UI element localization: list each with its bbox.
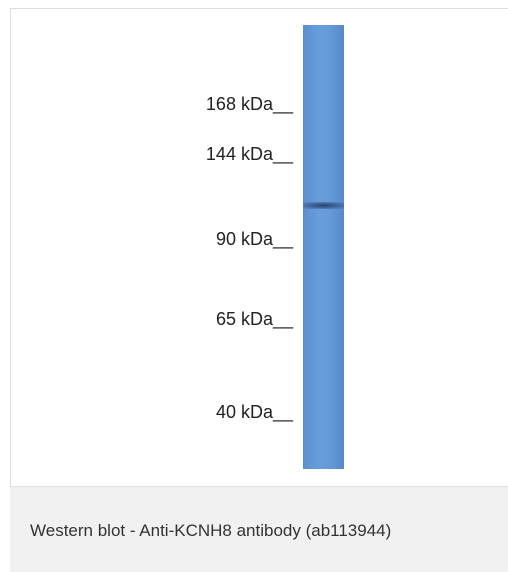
marker-label: 168 kDa__ xyxy=(205,94,293,114)
marker-label: 144 kDa__ xyxy=(205,144,293,164)
marker-label: 90 kDa__ xyxy=(215,229,293,249)
blot-lane xyxy=(303,25,344,469)
blot-band xyxy=(303,202,344,209)
marker-label: 65 kDa__ xyxy=(215,309,293,329)
blot-frame: 168 kDa__ 144 kDa__ 90 kDa__ 65 kDa__ 40 kDa… xyxy=(10,8,508,487)
caption: Western blot - Anti-KCNH8 antibody (ab11… xyxy=(30,521,392,540)
marker-label: 40 kDa__ xyxy=(215,402,293,422)
caption-box: Western blot - Anti-KCNH8 antibody (ab11… xyxy=(10,486,508,572)
